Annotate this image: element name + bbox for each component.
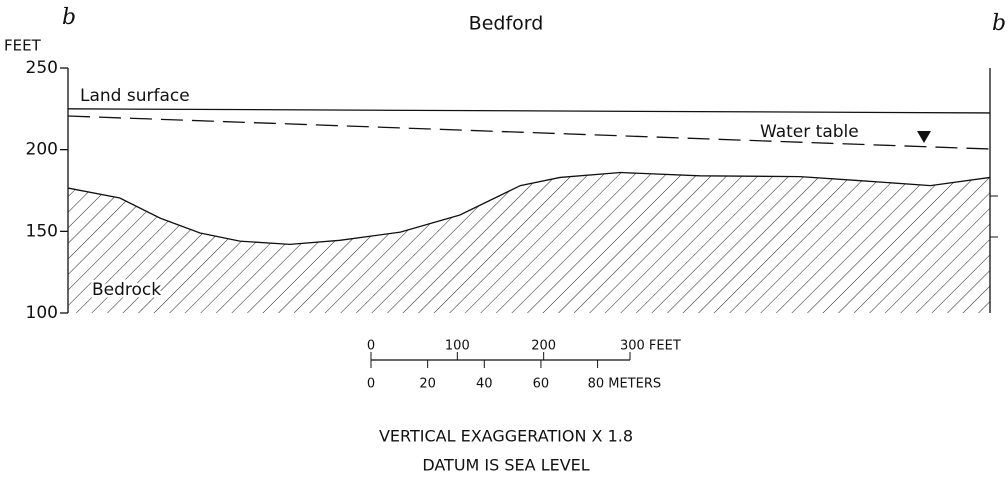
scale-label: 300 FEET: [620, 339, 681, 354]
section-label-left: b: [62, 5, 76, 30]
chart-title: Bedford: [469, 13, 544, 35]
y-tick-label: 250: [26, 58, 58, 78]
series-line: [67, 108, 991, 114]
scale-label: 0: [367, 339, 375, 354]
scale-label: 200: [531, 339, 556, 354]
y-tick-label: 200: [26, 140, 58, 160]
series-label: Bedrock: [92, 280, 161, 300]
scale-label: 80 METERS: [588, 377, 662, 392]
section-label-right: b': [992, 11, 1008, 36]
series-label: Land surface: [80, 86, 190, 106]
scale-label: 40: [476, 377, 493, 392]
scale-label: 0: [367, 377, 375, 392]
y-tick-label: 100: [26, 303, 58, 323]
scale-label: 20: [419, 377, 436, 392]
series-line: [67, 171, 991, 246]
scale-label: 60: [533, 377, 550, 392]
note: DATUM IS SEA LEVEL: [422, 456, 589, 475]
bedrock-area: [68, 172, 990, 313]
note: VERTICAL EXAGGERATION X 1.8: [379, 427, 633, 446]
water-table-symbol: [917, 131, 931, 143]
y-tick-label: 150: [26, 221, 58, 241]
series-label: Water table: [760, 122, 859, 142]
scale-label: 100: [445, 339, 470, 354]
y-axis-label: FEET: [4, 37, 42, 55]
